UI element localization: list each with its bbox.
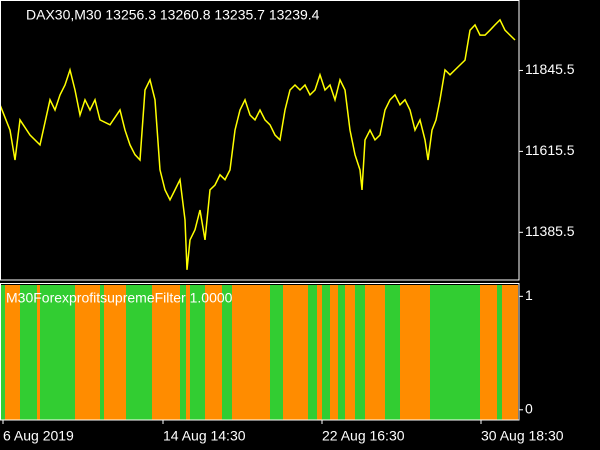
state-band [497,285,502,420]
x-tick-label: 30 Aug 18:30 [481,428,564,444]
panel-frame [0,0,520,281]
state-band [322,285,330,420]
state-band [100,285,104,420]
x-tick-label: 6 Aug 2019 [3,428,74,444]
state-band [104,285,126,420]
state-band [365,285,385,420]
x-tick-label: 22 Aug 16:30 [322,428,405,444]
state-band [308,285,317,420]
state-band [430,285,480,420]
y-tick-label: 11845.5 [525,61,575,77]
state-band [0,285,5,420]
panel-title: M30ForexprofitsupremeFilter 1.0000 [6,290,233,306]
state-band [385,285,400,420]
state-band [480,285,497,420]
state-band [186,285,190,420]
panel-frame [0,283,520,421]
state-band [345,285,355,420]
state-band [205,285,222,420]
state-band [5,285,20,420]
state-band [355,285,365,420]
state-band [283,285,308,420]
state-band [400,285,430,420]
state-band [338,285,345,420]
state-band [20,285,37,420]
x-tick-label: 14 Aug 14:30 [163,428,246,444]
state-band [232,285,270,420]
state-band [222,285,232,420]
state-band [40,285,75,420]
state-band [75,285,100,420]
state-band [270,285,283,420]
state-band [317,285,322,420]
state-band [502,285,518,420]
panel-title: DAX30,M30 13256.3 13260.8 13235.7 13239.… [26,7,320,23]
y-tick-label: 1 [525,287,533,303]
price-line [0,18,516,270]
y-tick-label: 0 [525,400,533,416]
state-band [330,285,338,420]
state-band [190,285,205,420]
y-tick-label: 11385.5 [525,223,575,239]
state-band [126,285,152,420]
y-tick-label: 11615.5 [525,142,575,158]
state-band [37,285,40,420]
state-band [180,285,186,420]
state-band [152,285,180,420]
